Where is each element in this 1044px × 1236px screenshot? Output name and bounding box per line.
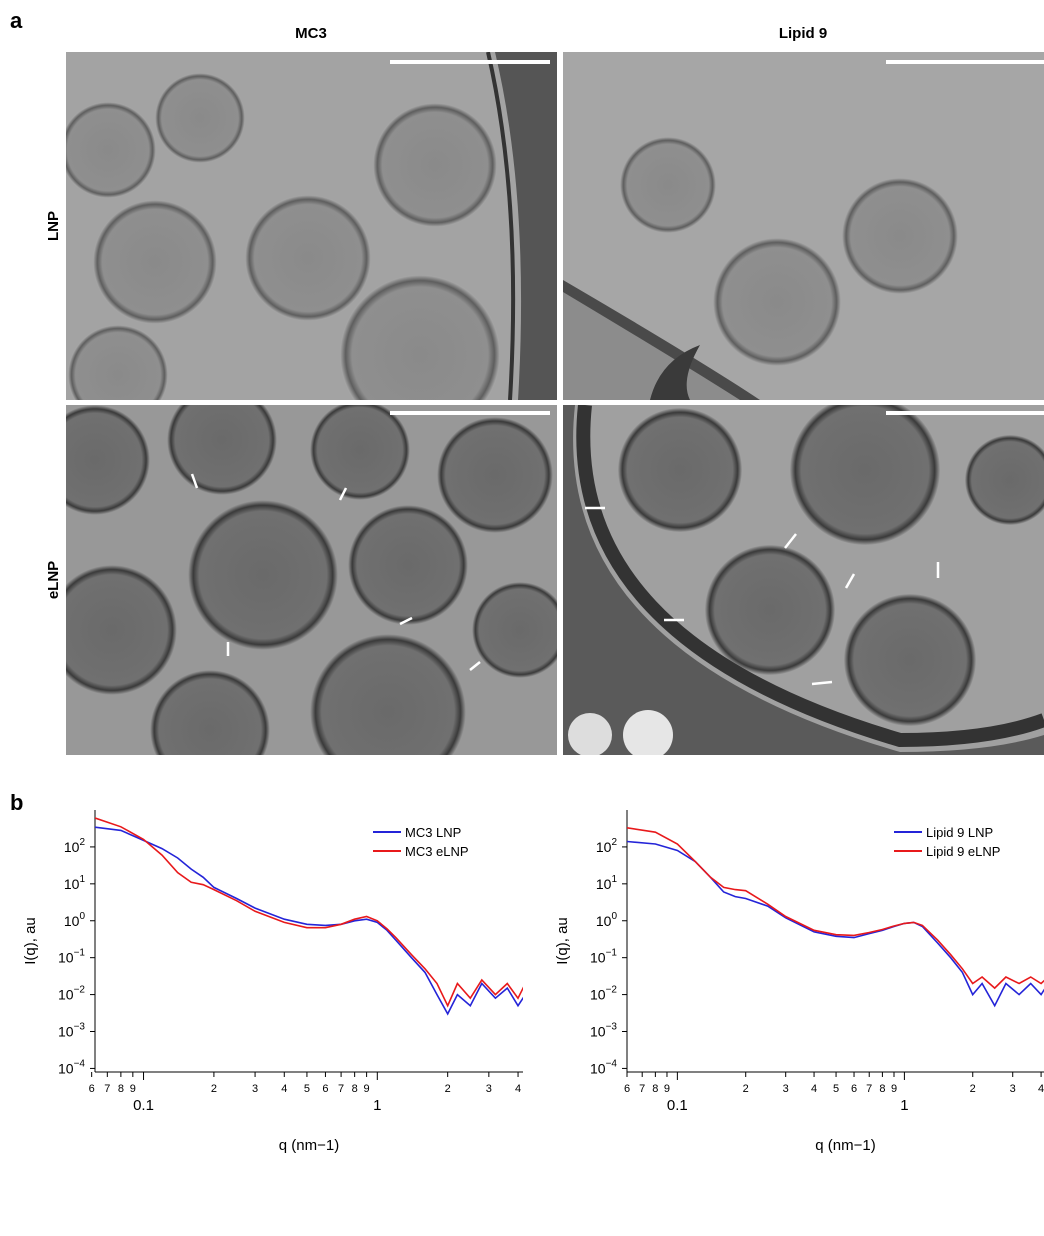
- y-tick-label: 10−3: [590, 1022, 617, 1040]
- y-axis-label: I(q), au: [22, 917, 39, 965]
- y-tick-label: 102: [64, 837, 86, 855]
- series-line: [627, 827, 1044, 990]
- x-tick-label: 6: [851, 1083, 857, 1095]
- y-tick-label: 10−1: [590, 948, 617, 966]
- x-tick-label: 2: [211, 1083, 217, 1095]
- x-tick-label: 4: [281, 1083, 287, 1095]
- legend-label: MC3 eLNP: [405, 844, 469, 859]
- x-tick-label: 7: [104, 1083, 110, 1095]
- y-tick-label: 10−2: [58, 985, 85, 1003]
- y-tick-label: 10−4: [58, 1058, 85, 1076]
- x-tick-label: 0.1: [133, 1097, 154, 1114]
- x-tick-label: 3: [252, 1083, 258, 1095]
- row-label: eLNP: [45, 561, 62, 599]
- x-tick-label: 9: [130, 1083, 136, 1095]
- x-tick-label: 6: [89, 1083, 95, 1095]
- y-tick-label: 101: [596, 874, 618, 892]
- micrograph: [66, 52, 557, 400]
- y-tick-label: 10−4: [590, 1058, 617, 1076]
- y-tick-label: 100: [596, 911, 618, 929]
- x-tick-label: 7: [866, 1083, 872, 1095]
- x-tick-label: 8: [879, 1083, 885, 1095]
- legend-label: MC3 LNP: [405, 825, 461, 840]
- x-tick-label: 9: [364, 1083, 370, 1095]
- x-tick-label: 8: [118, 1083, 124, 1095]
- x-tick-label: 7: [338, 1083, 344, 1095]
- x-tick-label: 9: [891, 1083, 897, 1095]
- series-line: [95, 826, 523, 1016]
- y-tick-label: 101: [64, 874, 86, 892]
- y-tick-label: 10−2: [590, 985, 617, 1003]
- x-tick-label: 7: [639, 1083, 645, 1095]
- x-tick-label: 1: [900, 1097, 908, 1114]
- x-tick-label: 2: [445, 1083, 451, 1095]
- x-tick-label: 2: [743, 1083, 749, 1095]
- x-tick-label: 8: [352, 1083, 358, 1095]
- micrograph: [563, 405, 1044, 755]
- x-tick-label: 9: [664, 1083, 670, 1095]
- y-tick-label: 10−3: [58, 1022, 85, 1040]
- x-tick-label: 6: [322, 1083, 328, 1095]
- x-tick-label: 3: [1010, 1083, 1016, 1095]
- column-label: Lipid 9: [779, 25, 827, 42]
- x-tick-label: 3: [783, 1083, 789, 1095]
- y-tick-label: 10−1: [58, 948, 85, 966]
- column-label: MC3: [295, 25, 327, 42]
- x-tick-label: 8: [652, 1083, 658, 1095]
- x-tick-label: 4: [1038, 1083, 1044, 1095]
- legend-label: Lipid 9 LNP: [926, 825, 993, 840]
- y-axis-label: I(q), au: [554, 917, 571, 965]
- x-axis-label: q (nm−1): [279, 1137, 339, 1154]
- x-tick-label: 1: [373, 1097, 381, 1114]
- micrograph: [66, 405, 557, 755]
- micrograph: [563, 52, 1044, 400]
- x-tick-label: 5: [833, 1083, 839, 1095]
- series-line: [95, 817, 523, 1008]
- row-label: LNP: [45, 211, 62, 241]
- panel-label: b: [10, 790, 23, 815]
- x-tick-label: 3: [486, 1083, 492, 1095]
- series-line: [627, 840, 1044, 1008]
- x-tick-label: 0.1: [667, 1097, 688, 1114]
- legend-label: Lipid 9 eLNP: [926, 844, 1000, 859]
- y-tick-label: 100: [64, 911, 86, 929]
- x-tick-label: 4: [515, 1083, 521, 1095]
- x-axis-label: q (nm−1): [815, 1137, 875, 1154]
- y-tick-label: 102: [596, 837, 618, 855]
- x-tick-label: 5: [304, 1083, 310, 1095]
- x-tick-label: 6: [624, 1083, 630, 1095]
- x-tick-label: 2: [970, 1083, 976, 1095]
- panel-label: a: [10, 8, 23, 33]
- x-tick-label: 4: [811, 1083, 817, 1095]
